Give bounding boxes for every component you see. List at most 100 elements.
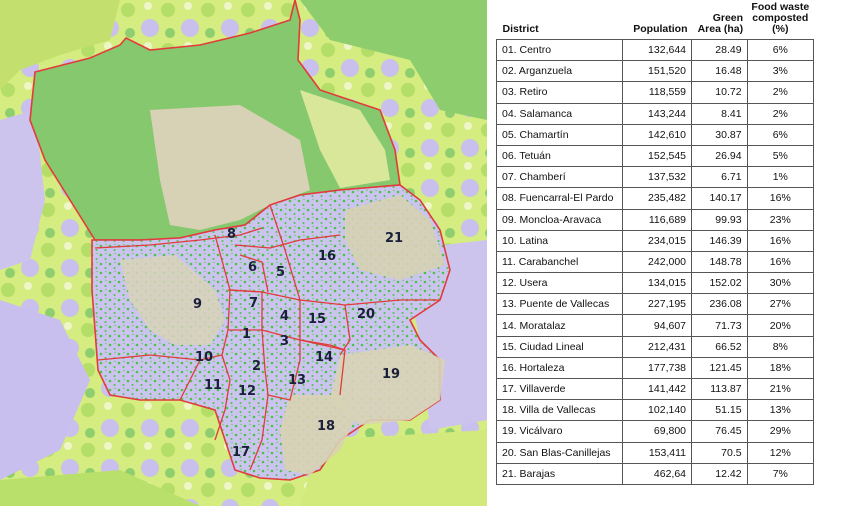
cell-food-waste: 6% [746, 123, 815, 146]
cell-population: 94,607 [621, 314, 693, 337]
table-row: 10. Latina 234,015 146.39 16% [496, 229, 815, 252]
cell-green-area: 30.87 [691, 123, 748, 146]
cell-district: 10. Latina [496, 229, 623, 252]
cell-food-waste: 30% [746, 272, 815, 295]
district-label-8: 8 [227, 227, 236, 242]
cell-food-waste: 8% [746, 335, 815, 358]
table-row: 16. Hortaleza 177,738 121.45 18% [496, 356, 815, 380]
cell-population: 141,442 [621, 377, 693, 401]
district-label-17: 17 [232, 445, 250, 460]
district-label-21: 21 [385, 231, 403, 246]
cell-food-waste: 23% [746, 208, 815, 231]
cell-food-waste: 12% [746, 441, 815, 464]
district-label-4: 4 [280, 309, 289, 324]
cell-population: 212,431 [621, 335, 693, 358]
cell-food-waste: 2% [746, 102, 815, 125]
table-row: 06. Tetuán 152,545 26.94 5% [496, 144, 815, 168]
cell-population: 234,015 [621, 229, 693, 252]
district-label-15: 15 [308, 312, 326, 327]
cell-population: 153,411 [621, 441, 693, 464]
cell-population: 462,64 [621, 462, 693, 485]
district-label-20: 20 [357, 307, 375, 322]
district-label-18: 18 [317, 419, 335, 434]
header-green-area-line1: Green [712, 12, 744, 24]
cell-population: 69,800 [621, 420, 693, 443]
table-row: 02. Arganzuela 151,520 16.48 3% [496, 60, 815, 83]
cell-district: 13. Puente de Vallecas [496, 293, 623, 316]
cell-food-waste: 5% [746, 144, 815, 168]
header-population: Population [622, 0, 691, 40]
district-label-16: 16 [318, 249, 336, 264]
cell-district: 02. Arganzuela [496, 60, 623, 83]
table-row: 07. Chamberí 137,532 6.71 1% [496, 166, 815, 189]
cell-green-area: 152.02 [691, 272, 748, 295]
cell-green-area: 51.15 [691, 399, 748, 422]
cell-district: 04. Salamanca [496, 102, 623, 125]
district-table: District Population Green Area (ha) Food… [496, 0, 815, 485]
district-label-12: 12 [238, 384, 256, 399]
cell-district: 20. San Blas-Canillejas [496, 441, 623, 464]
header-green-area: Green Area (ha) [692, 0, 748, 40]
header-food-waste: Food waste composted (%) [747, 0, 813, 40]
cell-food-waste: 6% [746, 38, 815, 62]
cell-green-area: 6.71 [691, 166, 748, 189]
cell-population: 235,482 [621, 187, 693, 210]
cell-population: 102,140 [621, 399, 693, 422]
cell-population: 152,545 [621, 144, 693, 168]
cell-district: 18. Villa de Vallecas [496, 399, 623, 422]
cell-green-area: 10.72 [691, 81, 748, 104]
cell-food-waste: 21% [746, 377, 815, 401]
cell-population: 118,559 [621, 81, 693, 104]
district-label-7: 7 [249, 296, 258, 311]
cell-district: 11. Carabanchel [496, 250, 623, 274]
cell-food-waste: 13% [746, 399, 815, 422]
district-label-2: 2 [252, 359, 261, 374]
cell-food-waste: 27% [746, 293, 815, 316]
table-row: 21. Barajas 462,64 12.42 7% [496, 462, 815, 485]
district-label-5: 5 [276, 265, 285, 280]
cell-food-waste: 2% [746, 81, 815, 104]
cell-population: 227,195 [621, 293, 693, 316]
table-row: 19. Vicálvaro 69,800 76.45 29% [496, 420, 815, 443]
table-body: 01. Centro 132,644 28.49 6% 02. Arganzuela 1… [496, 38, 815, 485]
cell-district: 05. Chamartín [496, 123, 623, 146]
district-label-9: 9 [193, 297, 202, 312]
header-population-label: Population [633, 23, 688, 35]
header-green-area-line2: Area (ha) [697, 23, 744, 35]
district-label-11: 11 [204, 378, 222, 393]
district-label-3: 3 [280, 334, 289, 349]
table-row: 05. Chamartín 142,610 30.87 6% [496, 123, 815, 146]
district-label-10: 10 [195, 350, 213, 365]
cell-green-area: 66.52 [691, 335, 748, 358]
cell-green-area: 70.5 [691, 441, 748, 464]
cell-green-area: 113.87 [691, 377, 748, 401]
cell-population: 177,738 [621, 356, 693, 380]
cell-green-area: 140.17 [691, 187, 748, 210]
cell-population: 137,532 [621, 166, 693, 189]
table-row: 18. Villa de Vallecas 102,140 51.15 13% [496, 399, 815, 422]
district-label-6: 6 [248, 260, 257, 275]
cell-population: 116,689 [621, 208, 693, 231]
cell-food-waste: 16% [746, 229, 815, 252]
cell-district: 12. Usera [496, 272, 623, 295]
cell-green-area: 8.41 [691, 102, 748, 125]
table-row: 17. Villaverde 141,442 113.87 21% [496, 377, 815, 401]
cell-food-waste: 18% [746, 356, 815, 380]
cell-food-waste: 7% [746, 462, 815, 485]
header-food-waste-line3: (%) [772, 23, 789, 35]
table-row: 20. San Blas-Canillejas 153,411 70.5 12% [496, 441, 815, 464]
cell-food-waste: 29% [746, 420, 815, 443]
cell-green-area: 236.08 [691, 293, 748, 316]
table-row: 04. Salamanca 143,244 8.41 2% [496, 102, 815, 125]
cell-food-waste: 20% [746, 314, 815, 337]
cell-district: 19. Vicálvaro [496, 420, 623, 443]
cell-district: 14. Moratalaz [496, 314, 623, 337]
district-table-panel: District Population Green Area (ha) Food… [496, 0, 842, 506]
cell-district: 17. Villaverde [496, 377, 623, 401]
district-map: 1 2 3 4 5 6 7 8 9 10 11 12 13 14 15 16 1… [0, 0, 487, 506]
table-row: 11. Carabanchel 242,000 148.78 16% [496, 250, 815, 274]
table-row: 08. Fuencarral-El Pardo 235,482 140.17 16% [496, 187, 815, 210]
table-row: 13. Puente de Vallecas 227,195 236.08 27% [496, 293, 815, 316]
cell-green-area: 99.93 [691, 208, 748, 231]
cell-green-area: 148.78 [691, 250, 748, 274]
